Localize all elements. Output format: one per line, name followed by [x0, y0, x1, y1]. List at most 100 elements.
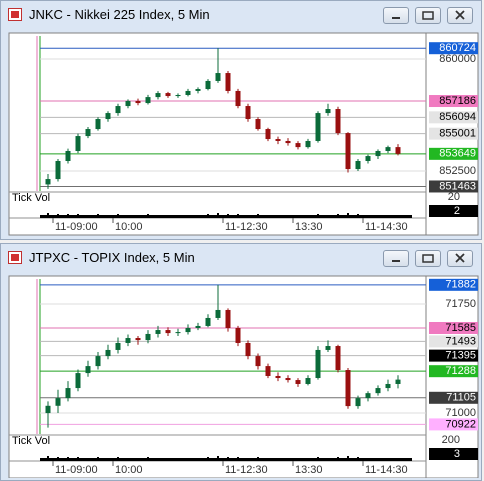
level-label: 71493	[445, 335, 476, 347]
level-label: 855001	[439, 128, 476, 140]
candle-body	[235, 90, 241, 107]
level-label-box	[429, 127, 478, 140]
level-label: 71105	[446, 392, 476, 404]
candle-body	[105, 113, 111, 120]
candle-body	[55, 398, 61, 406]
maximize-button[interactable]	[415, 250, 441, 267]
candle-body	[205, 80, 211, 90]
level-label-box	[429, 42, 478, 55]
time-label: 13:30	[295, 221, 323, 233]
time-label: 11-14:30	[365, 221, 408, 233]
candle-body	[305, 140, 311, 148]
time-label: 11-09:00	[55, 464, 98, 476]
candle-body	[95, 356, 101, 367]
candle-body	[175, 332, 181, 334]
app-icon	[8, 251, 22, 264]
candle-body	[395, 147, 401, 154]
candle-body	[75, 136, 81, 151]
level-label-box	[429, 365, 478, 378]
candle-body	[375, 150, 381, 157]
close-button[interactable]	[447, 7, 473, 24]
volume-current-box	[429, 205, 478, 217]
candle-body	[105, 349, 111, 357]
title-bar: JTPXC - TOPIX Index, 5 Min	[1, 244, 481, 272]
candle-body	[305, 378, 311, 384]
window: JNKC - Nikkei 225 Index, 5 Min 860000 852…	[0, 0, 482, 240]
candle-body	[295, 380, 301, 384]
close-button[interactable]	[447, 250, 473, 267]
candle-body	[195, 89, 201, 91]
candle-body	[225, 73, 231, 91]
title-bar: JNKC - Nikkei 225 Index, 5 Min	[1, 1, 481, 29]
candle-body	[215, 73, 221, 81]
volume-baseline	[40, 215, 412, 218]
volume-current-label: 3	[454, 448, 460, 460]
level-label-box	[429, 349, 478, 362]
candle-body	[345, 370, 351, 407]
minimize-button[interactable]	[383, 250, 409, 267]
level-label-box	[429, 391, 478, 404]
level-label-box	[429, 95, 478, 108]
level-label: 71585	[445, 322, 476, 334]
volume-tick-label: 20	[448, 191, 460, 203]
candle-body	[185, 328, 191, 333]
level-label: 856094	[439, 111, 476, 123]
volume-label: Tick Vol	[12, 435, 50, 447]
time-label: 10:00	[115, 221, 143, 233]
candle-body	[85, 129, 91, 137]
level-label-box	[429, 147, 478, 160]
time-label: 11-12:30	[225, 221, 268, 233]
window-title: JTPXC - TOPIX Index, 5 Min	[29, 250, 195, 265]
candle-body	[115, 342, 121, 350]
candle-body	[75, 373, 81, 389]
candle-body	[235, 328, 241, 343]
candle-body	[275, 375, 281, 379]
candle-body	[155, 93, 161, 98]
candle-body	[255, 119, 261, 130]
time-label: 11-12:30	[225, 464, 268, 476]
level-label-box	[429, 111, 478, 124]
level-label: 860724	[439, 42, 476, 54]
level-label-box	[429, 322, 478, 335]
candle-body	[125, 338, 131, 343]
candle-body	[265, 366, 271, 376]
time-label: 10:00	[115, 464, 143, 476]
candle-body	[355, 160, 361, 170]
candle-body	[205, 317, 211, 326]
candle-body	[285, 378, 291, 381]
y-tick-label: 852500	[439, 165, 476, 177]
candle-body	[85, 366, 91, 374]
candle-body	[165, 93, 171, 97]
candle-body	[315, 349, 321, 379]
y-tick-label: 71000	[445, 407, 476, 419]
candle-body	[155, 330, 161, 334]
level-label-box	[429, 180, 478, 193]
candle-body	[125, 100, 131, 107]
level-label: 71288	[445, 365, 476, 377]
level-label: 71882	[445, 279, 476, 291]
candle-body	[95, 119, 101, 130]
y-tick-label: 71750	[445, 298, 476, 310]
app-icon	[8, 8, 22, 21]
minimize-button[interactable]	[383, 7, 409, 24]
candle-body	[385, 383, 391, 389]
level-label: 71395	[445, 350, 476, 362]
level-label-box	[429, 418, 478, 431]
candle-body	[265, 129, 271, 140]
time-label: 11-09:00	[55, 221, 98, 233]
candle-body	[185, 90, 191, 95]
candle-body	[215, 309, 221, 318]
level-label: 853649	[439, 148, 476, 160]
candle-body	[395, 379, 401, 384]
maximize-button[interactable]	[415, 7, 441, 24]
candle-body	[65, 388, 71, 399]
volume-label: Tick Vol	[12, 192, 50, 204]
candle-body	[145, 97, 151, 104]
candle-body	[165, 330, 171, 334]
candle-body	[375, 388, 381, 394]
candle-body	[195, 325, 201, 329]
candle-body	[335, 346, 341, 371]
window: JTPXC - TOPIX Index, 5 Min 71750 71000 718…	[0, 243, 482, 481]
